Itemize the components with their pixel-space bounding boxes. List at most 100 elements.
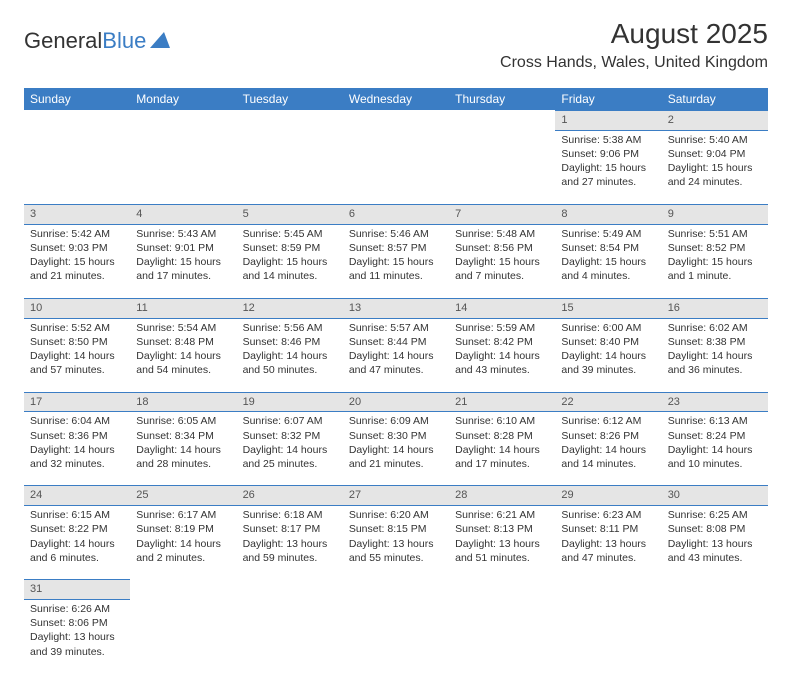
sunset-text: Sunset: 8:59 PM <box>243 241 337 255</box>
daylight-text: Daylight: 14 hours and 17 minutes. <box>455 443 549 471</box>
day-cell: Sunrise: 6:10 AMSunset: 8:28 PMDaylight:… <box>449 412 555 486</box>
empty-cell <box>449 111 555 131</box>
month-title: August 2025 <box>500 18 768 50</box>
sunrise-text: Sunrise: 6:02 AM <box>668 321 762 335</box>
day-number: 1 <box>555 111 661 131</box>
day-number: 24 <box>24 486 130 506</box>
empty-cell <box>343 600 449 674</box>
empty-cell <box>449 600 555 674</box>
day-cell: Sunrise: 5:57 AMSunset: 8:44 PMDaylight:… <box>343 318 449 392</box>
day-number: 31 <box>24 580 130 600</box>
sunset-text: Sunset: 8:26 PM <box>561 429 655 443</box>
weekday-header-row: SundayMondayTuesdayWednesdayThursdayFrid… <box>24 88 768 111</box>
day-number: 6 <box>343 204 449 224</box>
sunset-text: Sunset: 8:30 PM <box>349 429 443 443</box>
daylight-text: Daylight: 14 hours and 6 minutes. <box>30 537 124 565</box>
daylight-text: Daylight: 14 hours and 47 minutes. <box>349 349 443 377</box>
daylight-text: Daylight: 14 hours and 28 minutes. <box>136 443 230 471</box>
sunrise-text: Sunrise: 5:42 AM <box>30 227 124 241</box>
empty-cell <box>662 580 768 600</box>
sunset-text: Sunset: 8:28 PM <box>455 429 549 443</box>
logo: GeneralBlue <box>24 28 170 54</box>
day-cell: Sunrise: 5:38 AMSunset: 9:06 PMDaylight:… <box>555 130 661 204</box>
day-cell: Sunrise: 6:05 AMSunset: 8:34 PMDaylight:… <box>130 412 236 486</box>
sunrise-text: Sunrise: 5:54 AM <box>136 321 230 335</box>
sunrise-text: Sunrise: 6:12 AM <box>561 414 655 428</box>
daylight-text: Daylight: 14 hours and 57 minutes. <box>30 349 124 377</box>
day-number-row: 31 <box>24 580 768 600</box>
day-detail-row: Sunrise: 5:42 AMSunset: 9:03 PM Daylight:… <box>24 224 768 298</box>
sunset-text: Sunset: 8:34 PM <box>136 429 230 443</box>
weekday-header: Monday <box>130 88 236 111</box>
daylight-text: Daylight: 14 hours and 54 minutes. <box>136 349 230 377</box>
daylight-text: Daylight: 13 hours and 59 minutes. <box>243 537 337 565</box>
sunset-text: Sunset: 8:52 PM <box>668 241 762 255</box>
sunset-text: Sunset: 8:48 PM <box>136 335 230 349</box>
day-number: 27 <box>343 486 449 506</box>
day-number: 12 <box>237 298 343 318</box>
daylight-text: Daylight: 15 hours and 17 minutes. <box>136 255 230 283</box>
day-number: 17 <box>24 392 130 412</box>
day-detail-row: Sunrise: 6:04 AMSunset: 8:36 PMDaylight:… <box>24 412 768 486</box>
sunset-text: Sunset: 8:32 PM <box>243 429 337 443</box>
sunrise-text: Sunrise: 6:17 AM <box>136 508 230 522</box>
daylight-text: Daylight: 14 hours and 43 minutes. <box>455 349 549 377</box>
day-number-row: 10111213141516 <box>24 298 768 318</box>
sunset-text: Sunset: 8:11 PM <box>561 522 655 536</box>
sunset-text: Sunset: 9:03 PM <box>30 241 124 255</box>
header: GeneralBlue August 2025 Cross Hands, Wal… <box>24 18 768 72</box>
sunset-text: Sunset: 8:08 PM <box>668 522 762 536</box>
sunset-text: Sunset: 8:38 PM <box>668 335 762 349</box>
logo-text-1: General <box>24 28 102 54</box>
day-cell: Sunrise: 6:18 AMSunset: 8:17 PMDaylight:… <box>237 506 343 580</box>
day-number-row: 12 <box>24 111 768 131</box>
calendar-table: SundayMondayTuesdayWednesdayThursdayFrid… <box>24 88 768 674</box>
day-cell: Sunrise: 5:45 AMSunset: 8:59 PMDaylight:… <box>237 224 343 298</box>
day-number: 2 <box>662 111 768 131</box>
day-number-row: 17181920212223 <box>24 392 768 412</box>
sunset-text: Sunset: 8:40 PM <box>561 335 655 349</box>
sunrise-text: Sunrise: 5:38 AM <box>561 133 655 147</box>
sunrise-text: Sunrise: 6:20 AM <box>349 508 443 522</box>
day-cell: Sunrise: 6:21 AMSunset: 8:13 PMDaylight:… <box>449 506 555 580</box>
title-block: August 2025 Cross Hands, Wales, United K… <box>500 18 768 72</box>
sunset-text: Sunset: 8:15 PM <box>349 522 443 536</box>
sunrise-text: Sunrise: 6:10 AM <box>455 414 549 428</box>
sunset-text: Sunset: 8:42 PM <box>455 335 549 349</box>
sunrise-text: Sunrise: 6:13 AM <box>668 414 762 428</box>
sunrise-text: Sunrise: 5:48 AM <box>455 227 549 241</box>
daylight-text: Daylight: 14 hours and 10 minutes. <box>668 443 762 471</box>
day-detail-row: Sunrise: 6:15 AMSunset: 8:22 PMDaylight:… <box>24 506 768 580</box>
day-number: 5 <box>237 204 343 224</box>
empty-cell <box>555 580 661 600</box>
empty-cell <box>24 111 130 131</box>
daylight-text: Daylight: 15 hours and 24 minutes. <box>668 161 762 189</box>
weekday-header: Saturday <box>662 88 768 111</box>
daylight-text: Daylight: 14 hours and 2 minutes. <box>136 537 230 565</box>
sunset-text: Sunset: 8:06 PM <box>30 616 124 630</box>
sunrise-text: Sunrise: 6:04 AM <box>30 414 124 428</box>
daylight-text: Daylight: 14 hours and 25 minutes. <box>243 443 337 471</box>
day-cell: Sunrise: 5:48 AMSunset: 8:56 PMDaylight:… <box>449 224 555 298</box>
day-cell: Sunrise: 5:52 AMSunset: 8:50 PMDaylight:… <box>24 318 130 392</box>
day-number: 8 <box>555 204 661 224</box>
sunrise-text: Sunrise: 6:23 AM <box>561 508 655 522</box>
sunrise-text: Sunrise: 6:25 AM <box>668 508 762 522</box>
sunrise-text: Sunrise: 5:45 AM <box>243 227 337 241</box>
day-number: 25 <box>130 486 236 506</box>
day-number: 13 <box>343 298 449 318</box>
day-cell: Sunrise: 5:49 AMSunset: 8:54 PMDaylight:… <box>555 224 661 298</box>
sunrise-text: Sunrise: 6:07 AM <box>243 414 337 428</box>
day-number: 14 <box>449 298 555 318</box>
sunset-text: Sunset: 8:22 PM <box>30 522 124 536</box>
daylight-text: Daylight: 15 hours and 7 minutes. <box>455 255 549 283</box>
day-number: 29 <box>555 486 661 506</box>
sunrise-text: Sunrise: 5:56 AM <box>243 321 337 335</box>
sunset-text: Sunset: 8:17 PM <box>243 522 337 536</box>
sunset-text: Sunset: 8:56 PM <box>455 241 549 255</box>
weekday-header: Tuesday <box>237 88 343 111</box>
sunset-text: Sunset: 9:01 PM <box>136 241 230 255</box>
sunset-text: Sunset: 9:04 PM <box>668 147 762 161</box>
empty-cell <box>662 600 768 674</box>
day-cell: Sunrise: 6:00 AMSunset: 8:40 PMDaylight:… <box>555 318 661 392</box>
